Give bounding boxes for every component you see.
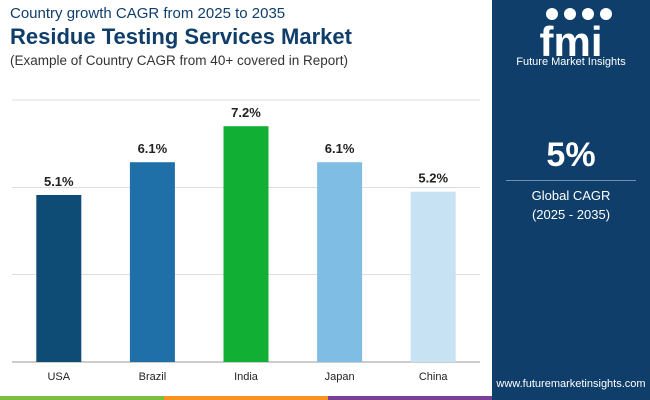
- bar-india: [223, 126, 269, 362]
- bar-usa: [36, 194, 82, 362]
- data-label: 5.1%: [44, 174, 74, 189]
- strip-segment-green: [0, 396, 164, 400]
- global-cagr-value: 5%: [546, 136, 596, 174]
- bottom-color-strip: [0, 396, 492, 400]
- data-label: 6.1%: [325, 141, 355, 156]
- bar-chart: 5.1% USA 6.1% Brazil 7.2% India 6.1% Japan 5.2% C…: [0, 96, 492, 386]
- chart-title: Residue Testing Services Market: [10, 24, 352, 49]
- strip-segment-orange: [164, 396, 328, 400]
- bar-china: [410, 191, 456, 362]
- side-panel: fmi Future Market Insights 5% Global CAG…: [492, 0, 650, 400]
- global-cagr-label-line2: (2025 - 2035): [531, 207, 611, 222]
- svg-text:fmi: fmi: [540, 18, 603, 65]
- data-label: 6.1%: [138, 141, 168, 156]
- chart-description: (Example of Country CAGR from 40+ covere…: [10, 53, 349, 68]
- logo-caption: Future Market Insights: [516, 56, 626, 68]
- bar-brazil: [129, 162, 175, 362]
- data-label: 5.2%: [418, 171, 448, 186]
- x-tick-label: China: [419, 371, 449, 383]
- x-tick-label: India: [234, 371, 259, 383]
- fmi-logo: fmi: [540, 8, 612, 65]
- x-tick-label: Japan: [325, 371, 355, 383]
- data-label: 7.2%: [231, 105, 261, 120]
- stat-divider: [506, 180, 636, 181]
- x-tick-label: Brazil: [139, 371, 167, 383]
- chart-subtitle: Country growth CAGR from 2025 to 2035: [10, 5, 286, 22]
- global-cagr-label-line1: Global CAGR: [531, 188, 611, 203]
- bar-chart-svg: 5.1% USA 6.1% Brazil 7.2% India 6.1% Japan 5.2% C…: [12, 99, 480, 383]
- global-cagr-label: Global CAGR (2025 - 2035): [492, 186, 650, 224]
- website-link[interactable]: www.futuremarketinsights.com: [496, 378, 646, 390]
- strip-segment-purple: [328, 396, 492, 400]
- x-tick-label: USA: [47, 371, 70, 383]
- bar-japan: [317, 162, 363, 362]
- chart-header: Country growth CAGR from 2025 to 2035 Re…: [10, 4, 490, 70]
